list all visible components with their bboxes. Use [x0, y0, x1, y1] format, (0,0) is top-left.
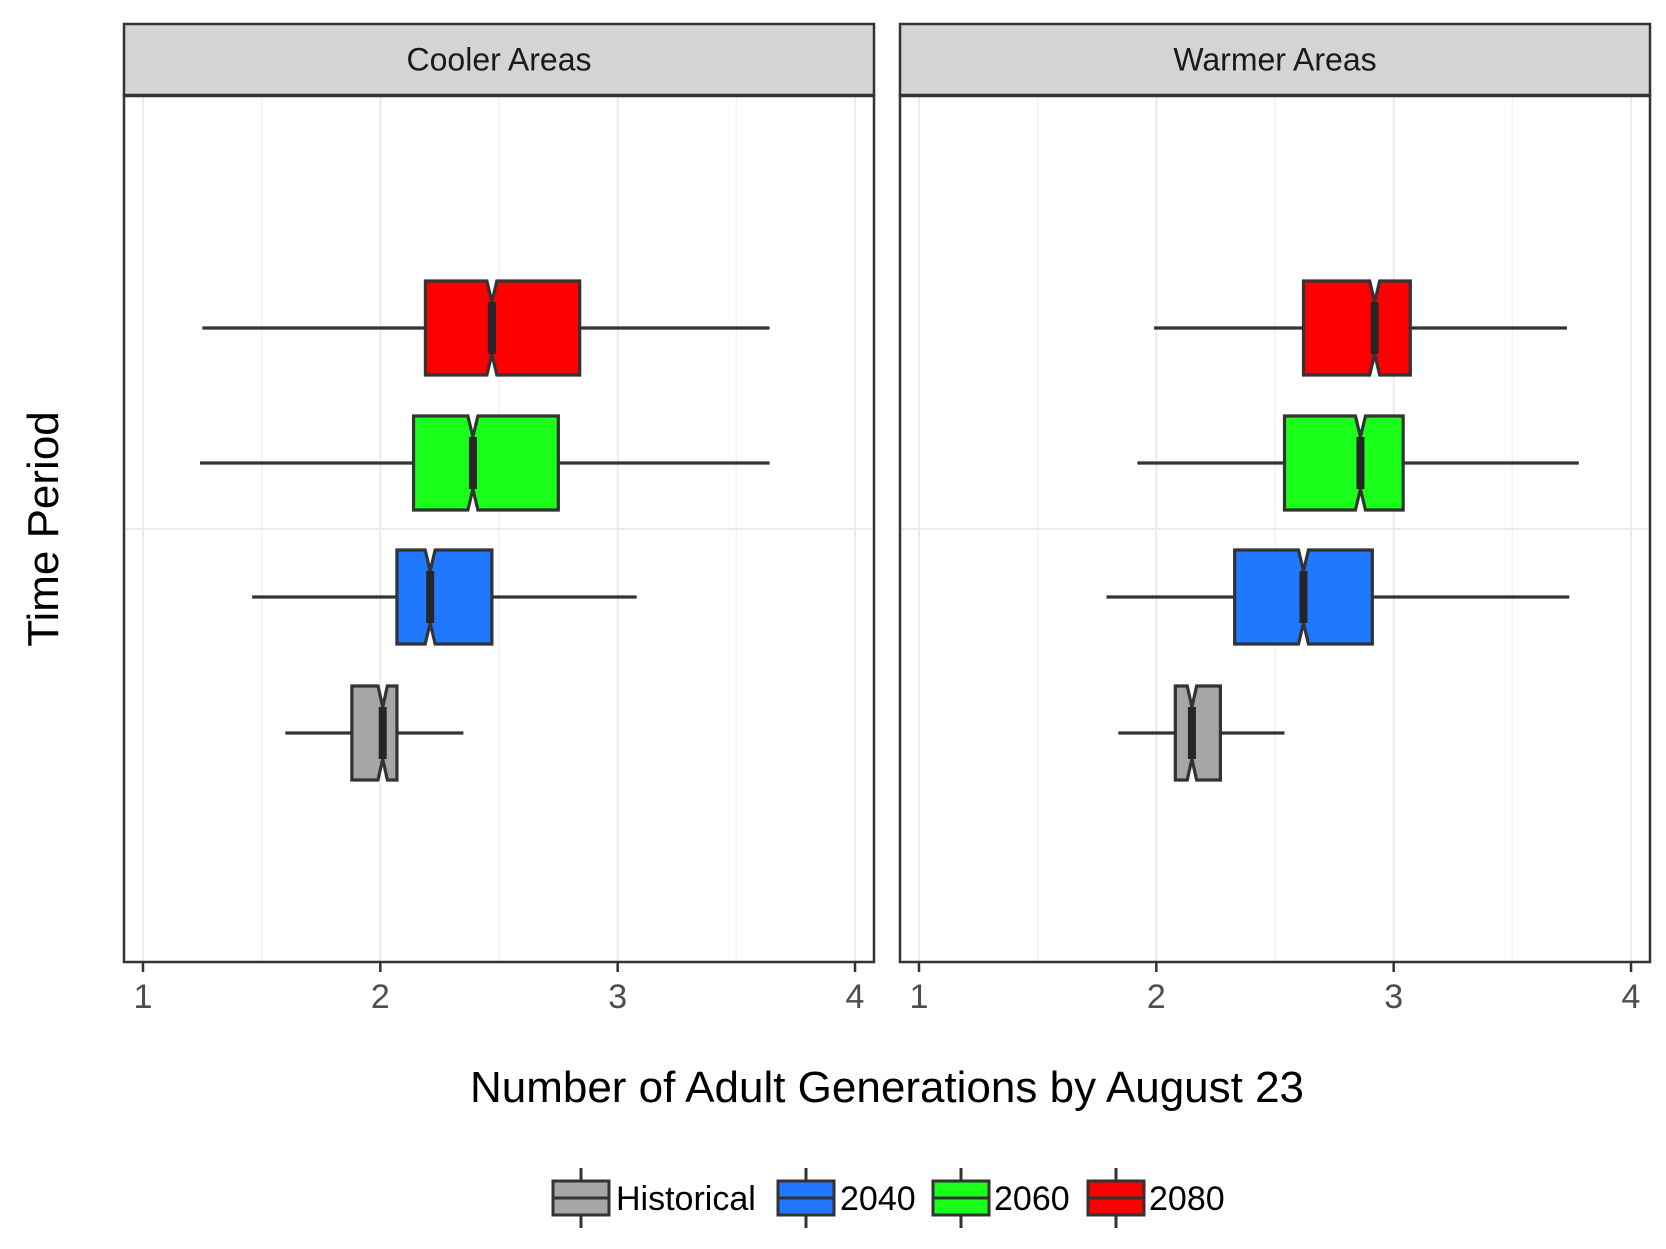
- box-historical: [1173, 684, 1223, 782]
- facet-strip: [122, 22, 876, 97]
- gridlines: [900, 96, 1650, 962]
- boxplot-2060: [199, 414, 770, 512]
- boxplot-historical: [285, 684, 464, 782]
- panel-border: [122, 94, 876, 964]
- facet-panels: Cooler Areas 1 2 3 4 Warmer Areas 1 2 3 4: [122, 22, 1652, 1016]
- facet-strip-label: Cooler Areas: [407, 42, 592, 78]
- box-2080: [1301, 279, 1412, 377]
- legend-label: 2060: [994, 1180, 1070, 1218]
- boxplot-2080: [202, 279, 770, 377]
- legend-item-2040: 2040: [776, 1168, 916, 1228]
- panel-1: Cooler Areas 1 2 3 4: [122, 22, 876, 1016]
- legend-label: 2040: [840, 1180, 916, 1218]
- panel-border: [898, 94, 1652, 964]
- facet-strip-label: Warmer Areas: [1173, 42, 1376, 78]
- legend-label: 2080: [1149, 1180, 1225, 1218]
- legend-item-historical: Historical: [551, 1168, 756, 1228]
- legend-item-2080: 2080: [1086, 1168, 1225, 1228]
- box-2040: [395, 548, 494, 646]
- x-axis-ticks: 1 2 3 4: [134, 962, 865, 1016]
- x-tick-label: 3: [1384, 978, 1403, 1016]
- x-axis-title: Number of Adult Generations by August 23: [470, 1063, 1304, 1112]
- x-tick-label: 1: [910, 978, 929, 1016]
- boxplot-2040: [252, 548, 637, 646]
- gridlines: [124, 96, 874, 962]
- x-tick-label: 2: [1147, 978, 1166, 1016]
- box-2080: [423, 279, 582, 377]
- boxplot-2060: [1137, 414, 1579, 512]
- y-axis-title: Time Period: [19, 411, 68, 647]
- panel-2: Warmer Areas 1 2 3 4: [898, 22, 1652, 1016]
- box-2060: [1282, 414, 1405, 512]
- boxplot-2080: [1153, 279, 1567, 377]
- legend-item-2060: 2060: [931, 1168, 1070, 1228]
- box-2060: [411, 414, 560, 512]
- x-axis-ticks: 1 2 3 4: [910, 962, 1641, 1016]
- x-tick-label: 2: [371, 978, 390, 1016]
- boxplot-historical: [1118, 684, 1285, 782]
- x-tick-label: 1: [134, 978, 153, 1016]
- legend: Historical 2040 2060 2080: [551, 1168, 1225, 1228]
- x-tick-label: 4: [1622, 978, 1641, 1016]
- boxplot-2040: [1106, 548, 1570, 646]
- x-tick-label: 3: [608, 978, 627, 1016]
- box-historical: [350, 684, 399, 782]
- legend-label: Historical: [616, 1180, 756, 1218]
- x-tick-label: 4: [846, 978, 865, 1016]
